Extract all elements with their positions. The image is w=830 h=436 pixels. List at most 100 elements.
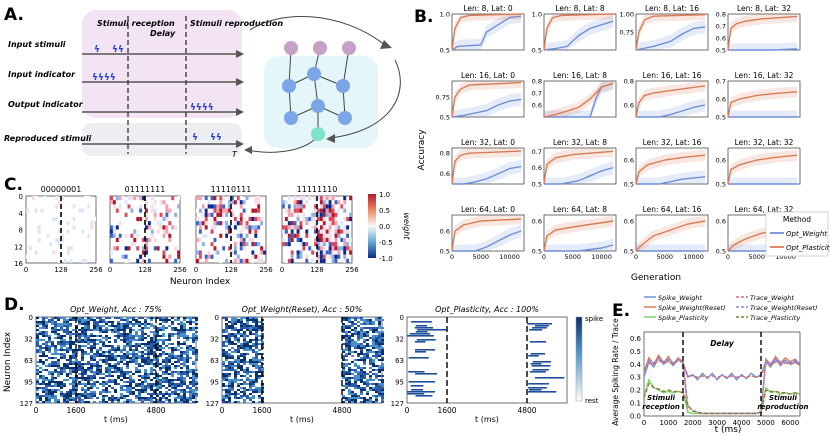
- subplot-ytick: 0.6: [532, 102, 542, 110]
- panel-b-ylabel: Accuracy: [417, 129, 427, 171]
- colorbar-label: weight: [402, 213, 411, 241]
- svg-text:-1.0: -1.0: [379, 255, 393, 263]
- subplot-ytick: 0.6: [624, 157, 634, 165]
- subplot-ytick: 0.75: [620, 29, 634, 37]
- subplot-ytick: 0.6: [440, 228, 450, 236]
- subplot-frame: [635, 13, 709, 51]
- subplot-ytick: 0.5: [532, 47, 542, 55]
- heatmap-xtick: 128: [54, 266, 67, 274]
- accuracy-line-Opt_Weight: [544, 166, 614, 185]
- accuracy-subplot: Len: 8, Lat: 16 0.75 1.00: [620, 4, 709, 51]
- subplot-frame: [543, 13, 617, 51]
- subplot-xtick: 0: [542, 253, 546, 261]
- raster-ytick: 127: [206, 400, 219, 408]
- raster-ytick: 63: [24, 357, 33, 365]
- raster-title: Opt_Weight(Reset), Acc : 50%: [242, 305, 363, 314]
- raster-ytick: 32: [210, 336, 219, 344]
- row-output-indicator: Output indicator: [8, 100, 84, 109]
- subplot-ytick: 0.5: [440, 114, 450, 122]
- rate-legend-label: Spike_Weight(Reset): [658, 304, 726, 312]
- subplot-title: Len: 16, Lat: 8: [553, 71, 607, 80]
- heatmap-xtick: 256: [345, 266, 359, 274]
- subplot-title: Len: 64, Lat: 0: [461, 205, 515, 214]
- stimuli-box: [82, 10, 242, 118]
- panel-e-xlabel: t (ms): [715, 425, 742, 435]
- svg-text:ϟ: ϟ: [192, 133, 198, 143]
- phase-delay: Delay: [150, 29, 176, 38]
- panel-e: E. Average Spiking Rate / Trace t (ms) 0…: [611, 294, 818, 435]
- subplot-title: Len: 32, Lat: 0: [461, 138, 515, 147]
- confidence-band: [636, 14, 706, 50]
- subplot-title: Len: 64, Lat: 32: [735, 205, 794, 214]
- heatmap-xtick: 256: [173, 266, 187, 274]
- subplot-ytick: 0.5: [624, 181, 634, 189]
- accuracy-line-Opt_Weight: [543, 20, 614, 51]
- legend-plasticity: Opt_Plasticity: [786, 244, 830, 252]
- weight-heatmap: 11110111 0 128 256: [194, 185, 273, 274]
- network-neurons: [282, 41, 356, 141]
- accuracy-line-Opt_Weight: [636, 104, 706, 118]
- confidence-band: [636, 244, 706, 251]
- accuracy-line-Opt_Plasticity: [727, 154, 798, 185]
- svg-text:ϟϟ: ϟϟ: [112, 45, 124, 55]
- subplot-ytick: 0.5: [716, 181, 726, 189]
- accuracy-line-Opt_Weight: [544, 244, 614, 252]
- subplot-ytick: 0.6: [532, 218, 542, 226]
- confidence-band: [636, 20, 706, 50]
- accuracy-line-Opt_Plasticity: [543, 13, 614, 51]
- subplot-ytick: 0.6: [624, 102, 634, 110]
- raster-xtick: 4800: [332, 406, 351, 415]
- confidence-band: [636, 149, 706, 184]
- colorbar-spike: spike: [585, 315, 603, 323]
- rate-xtick: 1000: [659, 419, 677, 427]
- accuracy-subplot: Len: 32, Lat: 32 0.5 0.6: [716, 138, 801, 189]
- accuracy-line-Opt_Weight: [728, 48, 798, 51]
- weight-heatmap: 01111111 0 128 256: [108, 185, 187, 274]
- heatmap-ytick: 8: [19, 227, 23, 235]
- subplot-ytick: 0.6: [440, 170, 450, 178]
- rate-ytick: 0.4: [630, 361, 642, 369]
- accuracy-line-Opt_Plasticity: [635, 154, 706, 185]
- raster-ytick: 63: [210, 357, 219, 365]
- rate-xtick: 6000: [781, 419, 799, 427]
- panel-b: B. Accuracy Generation Len: 8, Lat: 0 0.5…: [414, 4, 830, 283]
- subplot-ytick: 0.6: [716, 35, 726, 43]
- accuracy-subplot: Len: 64, Lat: 16 0.5 0.6 0 5000 10000: [624, 205, 709, 261]
- raster-xlabel: t (ms): [475, 415, 499, 424]
- subplot-ytick: 0.5: [716, 248, 726, 256]
- heatmap-ytick: 0: [19, 193, 23, 201]
- heatmap-ytick: 12: [14, 243, 23, 251]
- confidence-band: [636, 81, 706, 117]
- heatmap-xtick: 0: [280, 266, 284, 274]
- rate-ytick: 0.1: [630, 400, 641, 408]
- annotation-reception-2: reception: [642, 403, 680, 411]
- svg-text:ϟϟ: ϟϟ: [210, 133, 222, 143]
- heatmap-title: 01111111: [125, 185, 166, 194]
- accuracy-subplot: Len: 64, Lat: 0 0.5 0.6 0 5000 10000: [440, 205, 525, 261]
- subplot-ytick: 1.0: [440, 11, 450, 19]
- raster-xtick: 1600: [437, 406, 456, 415]
- annotation-reproduction: Stimuli: [769, 394, 797, 402]
- rate-xtick: 0: [642, 419, 646, 427]
- confidence-band: [544, 238, 614, 251]
- svg-text:ϟ: ϟ: [94, 45, 100, 55]
- svg-text:0.0: 0.0: [379, 223, 390, 231]
- subplot-title: Len: 16, Lat: 0: [461, 71, 515, 80]
- accuracy-line-Opt_Weight: [636, 176, 706, 185]
- accuracy-line-Opt_Plasticity: [543, 220, 614, 252]
- confidence-band: [452, 224, 522, 251]
- accuracy-line-Opt_Plasticity: [451, 150, 522, 185]
- subplot-frame: [543, 80, 617, 118]
- subplot-ytick: 0.6: [624, 218, 634, 226]
- heatmap-xtick: 0: [194, 266, 198, 274]
- heatmap-xtick: 128: [310, 266, 323, 274]
- raster-xtick: 4800: [146, 406, 165, 415]
- accuracy-subplot: Len: 16, Lat: 0 0.5 0.75: [436, 71, 525, 122]
- rate-ytick: 0.3: [630, 374, 641, 382]
- raster-ytick: 0: [29, 314, 33, 322]
- confidence-band: [544, 81, 614, 117]
- spike-raster: Opt_Weight, Acc : 75% 0 1600 4800 t (ms) 0 32 6…: [20, 305, 198, 424]
- raster-ytick: 95: [395, 379, 404, 387]
- raster-ytick: 95: [210, 379, 219, 387]
- rate-line-Trace_Plasticity: [643, 382, 801, 415]
